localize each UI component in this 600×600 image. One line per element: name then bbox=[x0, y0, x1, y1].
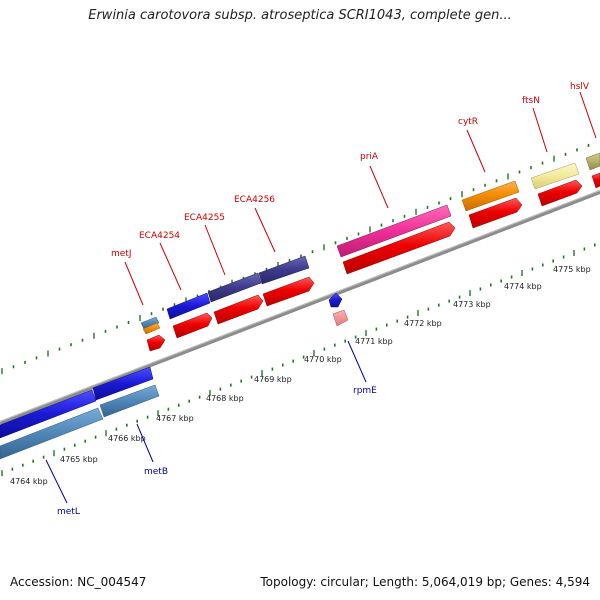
gene-label-rpmE: rpmE bbox=[353, 386, 377, 396]
backbone-line bbox=[0, 190, 600, 425]
forward-gene-leaders bbox=[124, 91, 597, 306]
gene-label-ftsN: ftsN bbox=[522, 96, 540, 106]
forward-gene-labels: metJ ECA4254 ECA4255 ECA4256 priA cytR f… bbox=[111, 82, 590, 259]
reverse-tick-row bbox=[1, 243, 596, 477]
kbp-label: 4769 kbp bbox=[254, 375, 292, 384]
gene-rpmE[interactable] bbox=[328, 292, 349, 327]
kbp-label: 4768 kbp bbox=[206, 394, 244, 403]
gene-ECA4254[interactable] bbox=[166, 292, 213, 339]
kbp-label: 4773 kbp bbox=[453, 300, 491, 309]
kbp-label: 4774 kbp bbox=[504, 282, 542, 291]
gene-label-priA: priA bbox=[360, 152, 379, 162]
gene-ftsN[interactable] bbox=[530, 162, 583, 207]
gene-metL[interactable] bbox=[0, 389, 104, 460]
reverse-gene-labels: metL metB rpmE bbox=[57, 386, 377, 517]
gene-metB[interactable] bbox=[92, 366, 160, 418]
kbp-label: 4767 kbp bbox=[156, 414, 194, 423]
backbone-highlight bbox=[0, 190, 600, 422]
gene-priA[interactable] bbox=[336, 204, 456, 275]
gene-hslV[interactable] bbox=[585, 152, 600, 189]
kbp-label: 4775 kbp bbox=[553, 265, 591, 274]
kbp-label: 4765 kbp bbox=[60, 455, 98, 464]
map-title: Erwinia carotovora subsp. atroseptica SC… bbox=[88, 8, 512, 23]
gene-metJ[interactable] bbox=[140, 316, 166, 352]
genome-info-label: Topology: circular; Length: 5,064,019 bp… bbox=[260, 575, 590, 589]
gene-label-ECA4256: ECA4256 bbox=[234, 195, 275, 205]
gene-label-metL: metL bbox=[57, 507, 80, 517]
kbp-scale: 4764 kbp 4765 kbp 4766 kbp 4767 kbp 4768… bbox=[10, 265, 591, 486]
gene-label-ECA4255: ECA4255 bbox=[184, 213, 225, 223]
kbp-label: 4771 kbp bbox=[355, 337, 393, 346]
reverse-gene-leaders bbox=[45, 340, 367, 504]
gene-label-cytR: cytR bbox=[458, 117, 478, 127]
gene-label-metJ: metJ bbox=[111, 249, 132, 259]
gene-label-metB: metB bbox=[144, 467, 168, 477]
kbp-label: 4766 kbp bbox=[108, 434, 146, 443]
accession-label: Accession: NC_004547 bbox=[10, 575, 147, 589]
kbp-label: 4770 kbp bbox=[304, 355, 342, 364]
gene-label-ECA4254: ECA4254 bbox=[139, 231, 180, 241]
kbp-label: 4764 kbp bbox=[10, 477, 48, 486]
gene-cytR[interactable] bbox=[461, 180, 523, 229]
kbp-label: 4772 kbp bbox=[404, 319, 442, 328]
gene-ECA4255[interactable] bbox=[207, 272, 264, 325]
gene-ECA4256[interactable] bbox=[258, 255, 315, 307]
gene-label-hslV: hslV bbox=[570, 82, 590, 92]
forward-tick-row bbox=[1, 143, 590, 375]
